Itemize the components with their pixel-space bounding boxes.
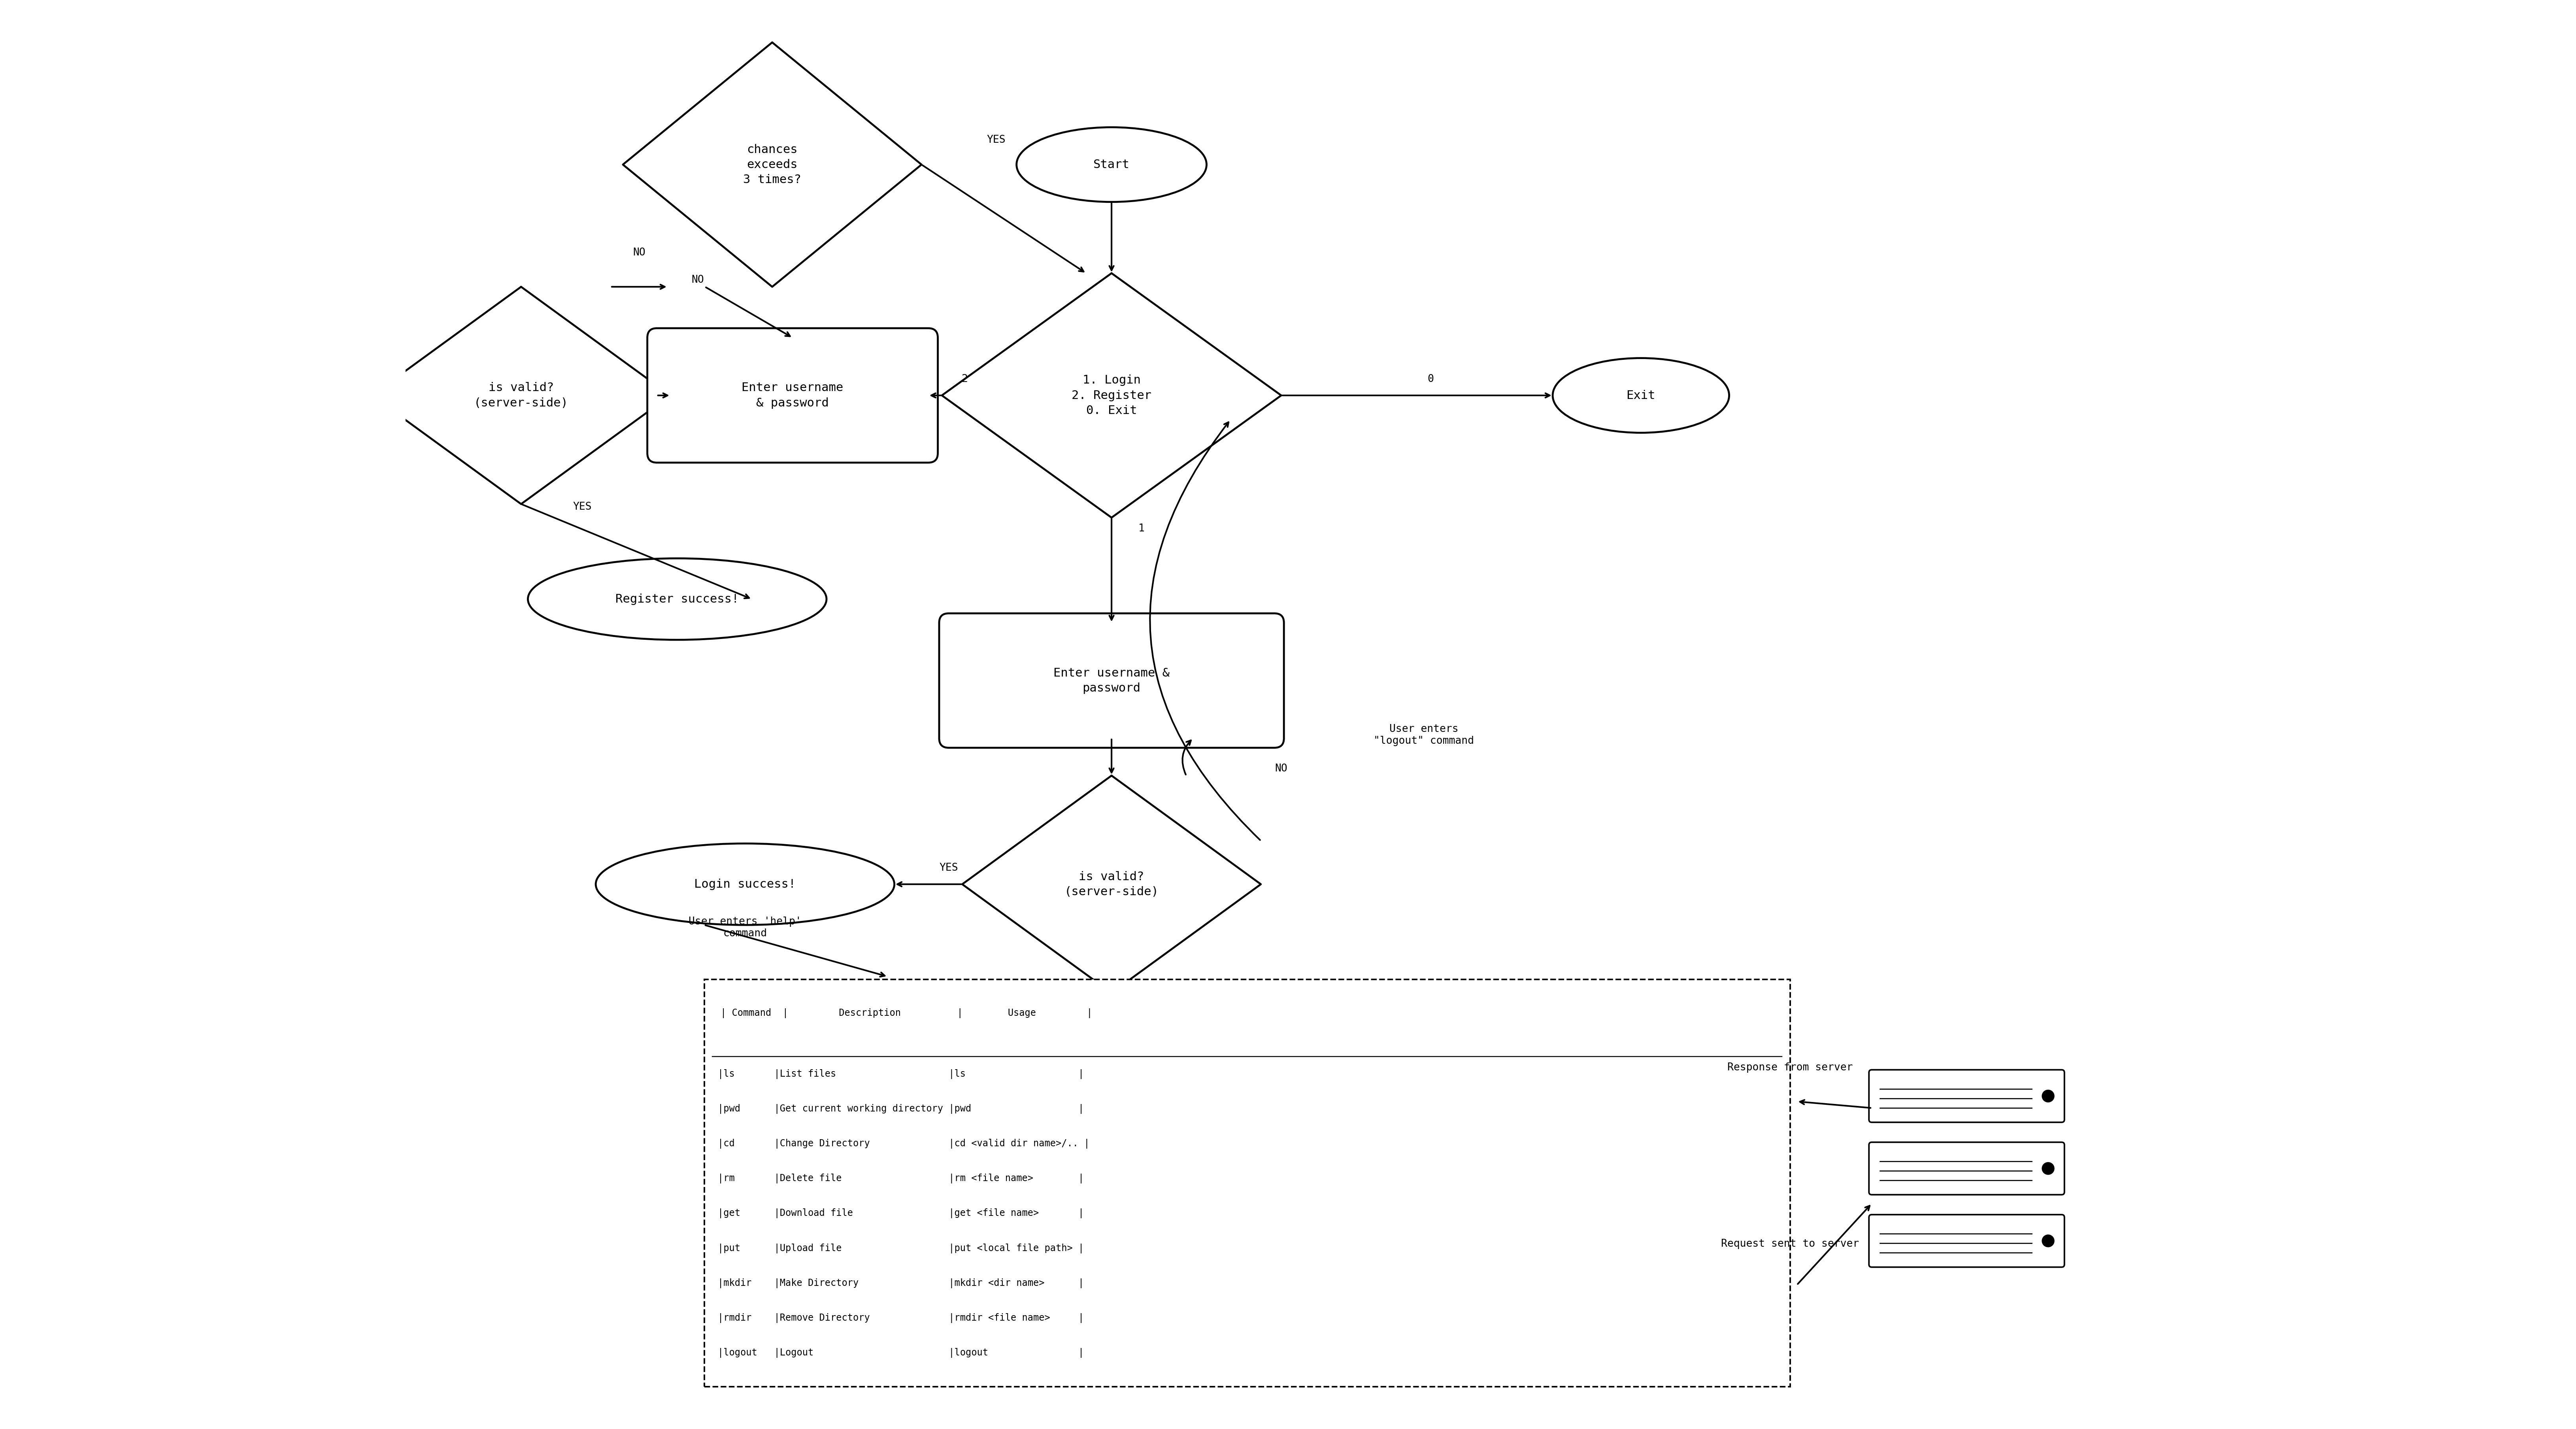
Text: |put      |Upload file                   |put <local file path> |: |put |Upload file |put <local file path>…	[719, 1243, 1084, 1253]
FancyBboxPatch shape	[1870, 1215, 2063, 1268]
Text: YES: YES	[572, 502, 592, 512]
Text: User enters
"logout" command: User enters "logout" command	[1373, 725, 1473, 746]
FancyBboxPatch shape	[647, 329, 938, 463]
Text: Register success!: Register success!	[616, 593, 739, 604]
FancyBboxPatch shape	[1870, 1142, 2063, 1195]
Text: |rmdir    |Remove Directory              |rmdir <file name>     |: |rmdir |Remove Directory |rmdir <file na…	[719, 1313, 1084, 1323]
Text: Start: Start	[1092, 159, 1131, 170]
Text: 1. Login
2. Register
0. Exit: 1. Login 2. Register 0. Exit	[1072, 374, 1151, 416]
Circle shape	[2043, 1235, 2053, 1248]
Text: |rm       |Delete file                   |rm <file name>        |: |rm |Delete file |rm <file name> |	[719, 1173, 1084, 1183]
Text: Response from server: Response from server	[1728, 1062, 1852, 1073]
Circle shape	[2043, 1090, 2053, 1102]
Text: Enter username
& password: Enter username & password	[742, 382, 842, 409]
Text: is valid?
(server-side): is valid? (server-side)	[1064, 870, 1159, 897]
Text: |ls       |List files                    |ls                    |: |ls |List files |ls |	[719, 1069, 1084, 1079]
Text: |cd       |Change Directory              |cd <valid dir name>/.. |: |cd |Change Directory |cd <valid dir nam…	[719, 1139, 1090, 1149]
Text: chances
exceeds
3 times?: chances exceeds 3 times?	[742, 144, 801, 186]
Text: Request sent to server: Request sent to server	[1721, 1239, 1860, 1249]
Text: 2: 2	[961, 374, 969, 384]
Bar	[703, 979, 1790, 1386]
Ellipse shape	[1553, 359, 1728, 433]
Text: YES: YES	[987, 134, 1005, 146]
Text: Login success!: Login success!	[693, 879, 796, 890]
Text: NO: NO	[690, 274, 703, 286]
Ellipse shape	[1018, 127, 1206, 201]
Text: User enters 'help'
command: User enters 'help' command	[688, 916, 801, 939]
Circle shape	[2043, 1162, 2053, 1175]
Text: YES: YES	[940, 863, 958, 873]
Text: | Command  |         Description          |        Usage         |: | Command | Description | Usage |	[721, 1009, 1092, 1017]
Text: NO: NO	[634, 247, 647, 259]
Ellipse shape	[595, 843, 894, 925]
FancyBboxPatch shape	[1870, 1070, 2063, 1122]
Ellipse shape	[528, 559, 827, 640]
Text: Exit: Exit	[1625, 390, 1656, 402]
Text: NO: NO	[1275, 763, 1288, 775]
Text: 1: 1	[1139, 523, 1144, 533]
Text: Enter username &
password: Enter username & password	[1054, 667, 1170, 694]
Text: |get      |Download file                 |get <file name>       |: |get |Download file |get <file name> |	[719, 1209, 1084, 1219]
Text: |pwd      |Get current working directory |pwd                   |: |pwd |Get current working directory |pwd…	[719, 1105, 1084, 1113]
Text: 0: 0	[1427, 374, 1435, 384]
FancyBboxPatch shape	[940, 613, 1283, 747]
Text: |logout   |Logout                        |logout                |: |logout |Logout |logout |	[719, 1348, 1084, 1358]
Text: is valid?
(server-side): is valid? (server-side)	[474, 382, 569, 409]
Text: |mkdir    |Make Directory                |mkdir <dir name>      |: |mkdir |Make Directory |mkdir <dir name>…	[719, 1279, 1084, 1288]
